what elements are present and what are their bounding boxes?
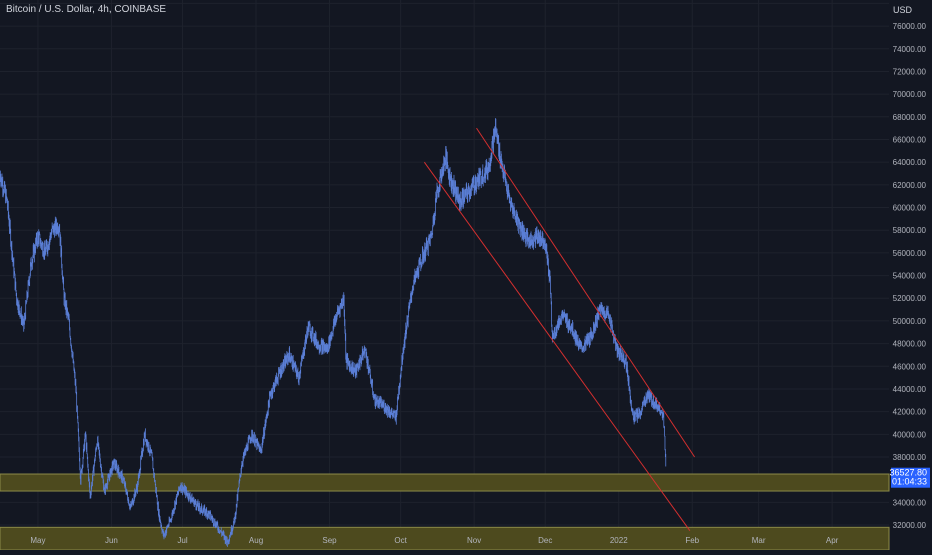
time-tick-label: Nov: [467, 536, 481, 545]
price-tick-label: 32000.00: [893, 521, 927, 530]
price-tick-label: 70000.00: [893, 90, 927, 99]
symbol-title[interactable]: Bitcoin / U.S. Dollar, 4h, COINBASE: [6, 4, 167, 15]
time-tick-label: Sep: [322, 536, 337, 545]
last-price-tag: 36527.80 01:04:33: [889, 467, 930, 488]
price-tick-label: 66000.00: [893, 135, 927, 144]
price-tick-label: 48000.00: [893, 340, 927, 349]
time-tick-label: Aug: [249, 536, 263, 545]
time-tick-label: Jun: [105, 536, 118, 545]
time-tick-label: 2022: [610, 536, 628, 545]
time-axis[interactable]: May Jun Jul Aug Sep Oct Nov Dec 2022 Feb Mar Apr: [30, 536, 838, 545]
price-tick-label: 62000.00: [893, 181, 927, 190]
price-tick-label: 68000.00: [893, 113, 927, 122]
time-tick-label: Dec: [538, 536, 552, 545]
price-tick-label: 56000.00: [893, 249, 927, 258]
time-tick-label: May: [30, 536, 45, 545]
price-tick-label: 50000.00: [893, 317, 927, 326]
currency-label: USD: [892, 5, 912, 15]
support-zone: [0, 473, 890, 492]
trendline: [476, 127, 696, 458]
grid-lines: [0, 0, 889, 550]
trendline: [423, 161, 691, 532]
price-tick-label: 42000.00: [893, 408, 927, 417]
price-series: [0, 118, 667, 547]
trendlines[interactable]: [423, 127, 696, 532]
time-tick-label: Oct: [394, 536, 407, 545]
price-tick-label: 34000.00: [893, 498, 927, 507]
time-tick-label: Jul: [177, 536, 187, 545]
time-tick-label: Feb: [685, 536, 699, 545]
price-tick-label: 64000.00: [893, 158, 927, 167]
price-axis[interactable]: 32000.0034000.0036000.0038000.0040000.00…: [893, 22, 927, 530]
price-tick-label: 52000.00: [893, 294, 927, 303]
price-tick-label: 40000.00: [893, 430, 927, 439]
price-tick-label: 60000.00: [893, 204, 927, 213]
price-tick-label: 38000.00: [893, 453, 927, 462]
price-tick-label: 72000.00: [893, 67, 927, 76]
price-tag-value: 36527.80: [889, 468, 927, 478]
price-tag-box: [891, 467, 930, 488]
time-tick-label: Apr: [826, 536, 839, 545]
time-tick-label: Mar: [752, 536, 766, 545]
price-tick-label: 76000.00: [893, 22, 927, 31]
price-tick-label: 46000.00: [893, 362, 927, 371]
price-tick-label: 44000.00: [893, 385, 927, 394]
price-tick-label: 58000.00: [893, 226, 927, 235]
price-tag-countdown: 01:04:33: [892, 477, 927, 487]
price-tick-label: 54000.00: [893, 272, 927, 281]
price-tick-label: 74000.00: [893, 45, 927, 54]
